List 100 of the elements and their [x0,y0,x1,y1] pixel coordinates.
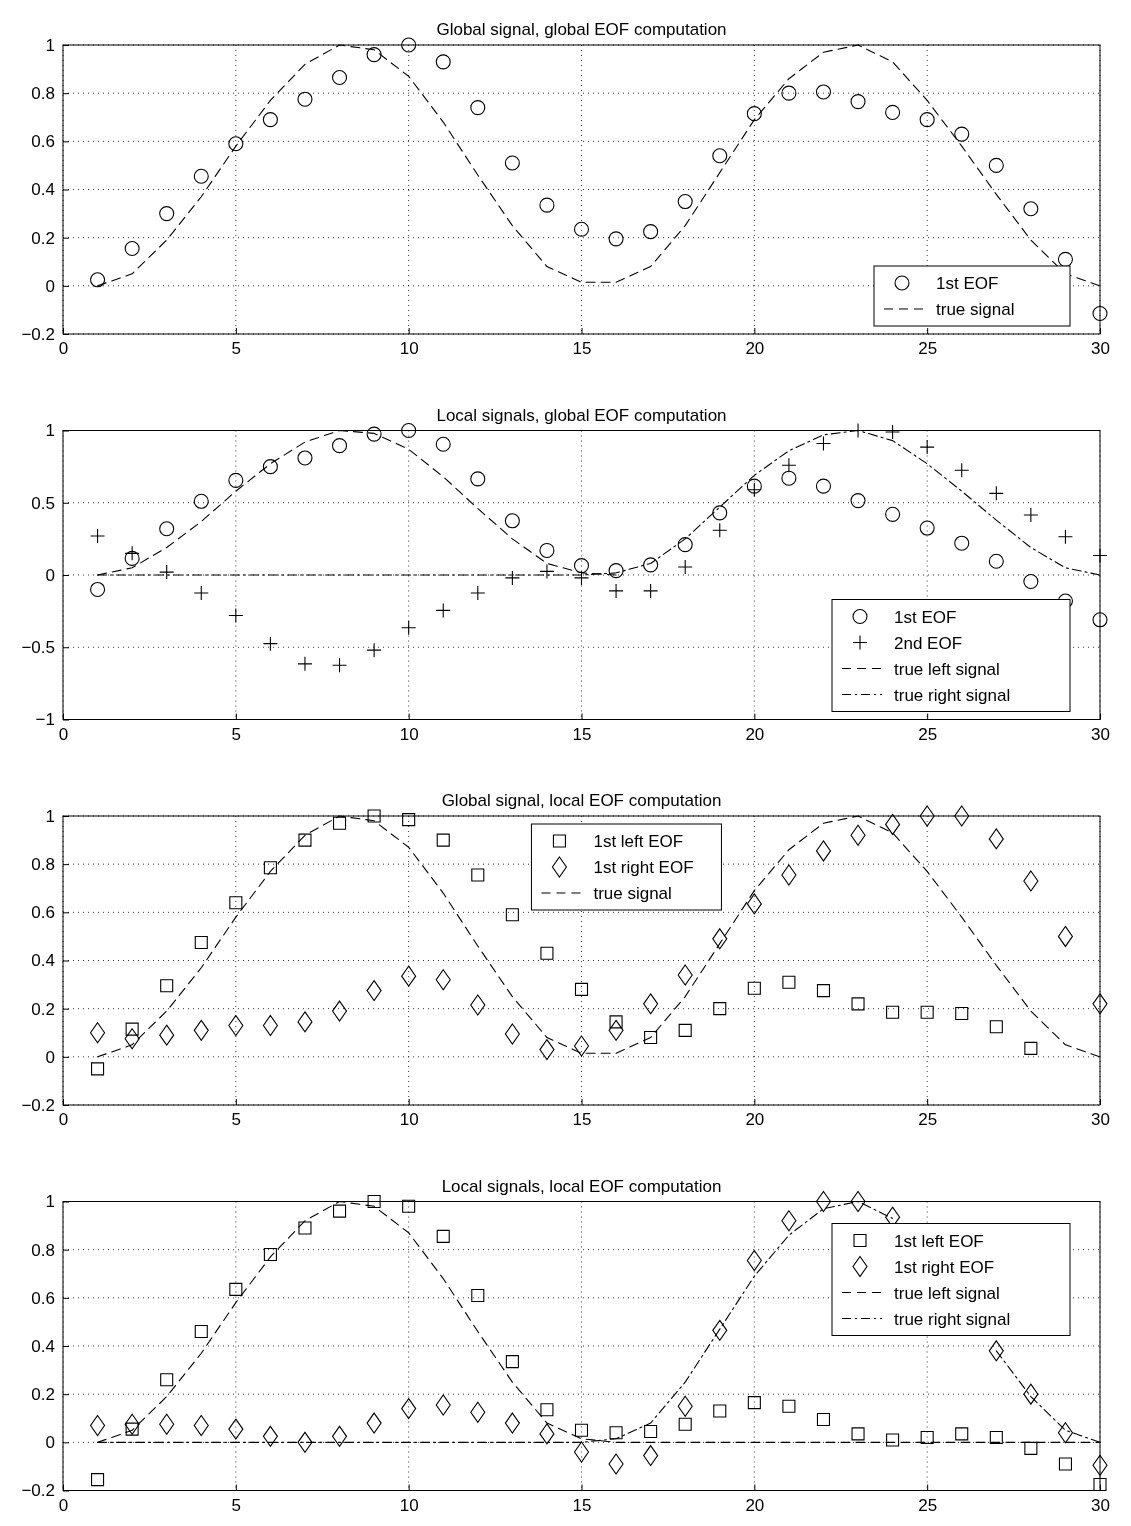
point [90,1022,106,1044]
x-tick-label: 0 [58,1495,69,1515]
point [366,426,382,442]
point [504,570,520,586]
point [539,563,555,579]
point [574,1423,589,1437]
point [678,1417,692,1431]
point [988,1340,1004,1362]
point [1057,925,1073,947]
point [470,585,486,601]
point [539,542,555,558]
point [435,1394,451,1416]
point [608,1019,624,1041]
point [677,964,693,986]
y-tick-label: 0 [45,276,55,296]
point [298,1221,312,1235]
point [712,148,728,164]
y-tick-label: 0.8 [31,855,55,875]
legend-label: true right signal [894,685,1011,705]
point [1092,612,1108,628]
legend-label: 1st right EOF [593,858,694,877]
point [885,104,901,120]
x-tick-label: 10 [399,724,419,744]
point [402,813,416,827]
point [886,1005,900,1019]
chart-title: Global signal, global EOF computation [436,20,727,39]
point [193,493,209,509]
point [159,521,175,537]
x-tick-label: 30 [1091,1495,1110,1515]
point [262,636,278,652]
point [331,69,348,86]
point [955,1427,969,1441]
x-tick-label: 20 [745,1110,765,1130]
x-tick-label: 10 [399,339,419,359]
point [505,908,519,922]
point [644,1424,658,1439]
x-tick-label: 20 [745,339,765,359]
point [471,1288,485,1302]
point [988,553,1004,569]
point [1023,201,1039,217]
point [746,106,762,122]
y-tick-label: −1 [35,710,55,730]
point [401,620,417,636]
point [746,893,762,915]
point [262,1425,278,1447]
point [782,1399,796,1413]
point [367,809,381,823]
point [816,1412,831,1426]
point [643,1445,659,1467]
point [331,438,348,454]
y-tick-label: 0.4 [31,951,55,971]
legend-label: 1st EOF [894,607,957,627]
point [1058,1457,1072,1471]
point [988,157,1004,173]
point [643,557,659,573]
point [160,979,174,993]
point [747,1396,761,1410]
x-tick-label: 5 [231,724,242,744]
point [297,1011,313,1033]
x-tick-label: 30 [1091,339,1110,359]
point [713,1404,727,1418]
point [954,535,970,551]
x-tick-label: 5 [231,1110,242,1130]
point [470,994,486,1016]
legend-label: 1st EOF [936,274,999,293]
y-tick-label: 0 [45,1433,55,1453]
y-tick-label: 0.6 [31,1288,55,1308]
point [920,1430,934,1445]
point [539,197,555,213]
point [401,422,417,439]
point [435,602,451,618]
point [1023,1383,1039,1405]
point [159,564,175,580]
point [608,231,624,247]
point [919,439,935,455]
point [263,1247,277,1262]
point [1023,507,1039,523]
point [712,505,728,521]
point [712,928,728,950]
point [747,981,761,995]
x-tick-label: 30 [1091,1110,1110,1130]
point [90,581,106,597]
point [504,1023,520,1045]
point [193,1019,209,1041]
x-tick-label: 5 [231,339,242,359]
legend-label: true right signal [894,1309,1011,1329]
y-tick-label: 0.6 [31,903,55,923]
point [815,840,832,862]
point [435,436,451,452]
point [1024,1041,1038,1055]
y-tick-label: −0.2 [21,324,55,344]
y-tick-label: −0.5 [21,638,55,658]
point [262,112,278,128]
point [573,570,590,586]
chart-title: Local signals, global EOF computation [436,405,727,425]
point [1024,1441,1038,1455]
point [331,1000,348,1022]
point [124,550,140,566]
point [989,1430,1003,1445]
legend-label: 1st left EOF [894,1231,984,1251]
